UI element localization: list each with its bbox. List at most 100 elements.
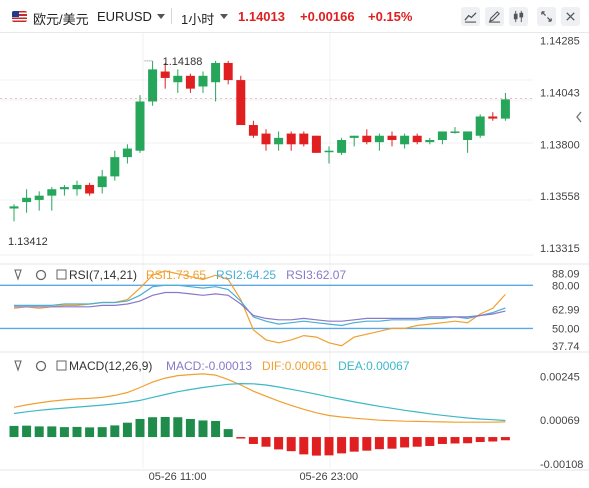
candle-body[interactable] bbox=[135, 101, 145, 151]
macd-histogram-bar bbox=[299, 437, 309, 455]
candle-body[interactable] bbox=[47, 189, 57, 196]
fullscreen-icon bbox=[541, 11, 552, 22]
macd-histogram-bar bbox=[97, 427, 107, 438]
macd-title: MACD(12,26,9) bbox=[69, 359, 152, 373]
candle-body[interactable] bbox=[349, 135, 359, 138]
candle-type-button[interactable] bbox=[509, 7, 528, 26]
fullscreen-button[interactable] bbox=[537, 7, 556, 26]
settings-gear-icon[interactable] bbox=[35, 360, 47, 372]
macd-histogram-bar bbox=[185, 418, 195, 438]
macd-histogram-bar bbox=[488, 437, 498, 442]
rsi-title: RSI(7,14,21) bbox=[69, 268, 137, 282]
candle-body[interactable] bbox=[261, 133, 271, 145]
candle-body[interactable] bbox=[9, 206, 19, 209]
macd-histogram-bar bbox=[362, 437, 372, 451]
candle-body[interactable] bbox=[425, 140, 435, 143]
candle-body[interactable] bbox=[274, 137, 284, 145]
rsi-axis-label: 50.00 bbox=[552, 323, 580, 335]
candle-body[interactable] bbox=[362, 135, 372, 143]
candle-body[interactable] bbox=[311, 135, 321, 153]
rsi-axis-label: 37.74 bbox=[552, 341, 580, 353]
candle-body[interactable] bbox=[160, 71, 170, 78]
macd-dea-line bbox=[13, 382, 506, 422]
candle-body[interactable] bbox=[299, 133, 309, 145]
collapse-panel-icon[interactable] bbox=[573, 105, 585, 129]
candle-body[interactable] bbox=[22, 197, 32, 203]
candle-body[interactable] bbox=[59, 187, 69, 190]
candle-body[interactable] bbox=[324, 150, 334, 153]
candle-body[interactable] bbox=[437, 131, 447, 141]
candle-body[interactable] bbox=[85, 184, 95, 194]
candle-body[interactable] bbox=[400, 135, 410, 145]
indicator-params-icon[interactable] bbox=[56, 269, 67, 280]
price-axis-label: 1.13558 bbox=[540, 191, 580, 203]
candle-body[interactable] bbox=[110, 157, 120, 177]
macd-axis-label: 0.00069 bbox=[540, 415, 580, 427]
price-axis-label: 1.13315 bbox=[540, 243, 580, 255]
candle-body[interactable] bbox=[236, 80, 246, 126]
candle-body[interactable] bbox=[72, 184, 82, 190]
candle-body[interactable] bbox=[185, 75, 195, 89]
macd-legend-name: MACD: bbox=[166, 359, 205, 373]
eye-icon[interactable] bbox=[14, 269, 22, 281]
rsi-series-rsi2 bbox=[14, 284, 506, 327]
macd-histogram-bar bbox=[337, 437, 347, 454]
candle-body[interactable] bbox=[475, 116, 485, 136]
macd-histogram-bar bbox=[324, 437, 334, 456]
symbol-code[interactable]: EURUSD bbox=[97, 9, 152, 24]
symbol-dropdown-icon[interactable] bbox=[157, 14, 165, 19]
rsi-legend-name: RSI2: bbox=[216, 268, 246, 282]
candle-body[interactable] bbox=[173, 75, 183, 83]
rsi-axis-label: 88.09 bbox=[552, 269, 580, 281]
macd-histogram-bar bbox=[9, 425, 19, 438]
rsi-series-rsi3 bbox=[14, 291, 506, 322]
interval-dropdown-icon[interactable] bbox=[220, 14, 228, 19]
macd-histogram-bar bbox=[412, 437, 422, 447]
candle-body[interactable] bbox=[488, 116, 498, 119]
candle-body[interactable] bbox=[97, 176, 107, 188]
candle-body[interactable] bbox=[286, 133, 296, 145]
candle-body[interactable] bbox=[211, 62, 221, 83]
candle-body[interactable] bbox=[34, 195, 44, 200]
macd-histogram-bar bbox=[500, 437, 510, 441]
macd-histogram-bar bbox=[374, 437, 384, 450]
draw-button[interactable] bbox=[485, 7, 504, 26]
time-axis-label: 05-26 23:00 bbox=[299, 471, 358, 483]
candle-body[interactable] bbox=[198, 75, 208, 87]
macd-legend-value: 0.00067 bbox=[366, 359, 410, 373]
price-change: +0.00166 bbox=[300, 9, 355, 24]
candle-body[interactable] bbox=[450, 131, 460, 133]
candle-body[interactable] bbox=[148, 69, 158, 102]
indicator-button[interactable] bbox=[461, 7, 480, 26]
macd-histogram-bar bbox=[437, 437, 447, 444]
indicator-params-icon[interactable] bbox=[56, 360, 67, 371]
eye-icon[interactable] bbox=[14, 360, 22, 372]
rsi-axis-label: 80.00 bbox=[552, 280, 580, 292]
macd-histogram-bar bbox=[122, 422, 132, 438]
candle-body[interactable] bbox=[387, 135, 397, 141]
candle-body[interactable] bbox=[223, 62, 233, 81]
candle-body[interactable] bbox=[500, 99, 510, 119]
symbol-name[interactable]: 欧元/美元 bbox=[33, 12, 89, 27]
interval-selector[interactable]: 1小时 bbox=[181, 12, 215, 27]
candle-body[interactable] bbox=[337, 140, 347, 153]
candle-body[interactable] bbox=[122, 148, 132, 158]
candle-body[interactable] bbox=[463, 131, 473, 141]
price-axis-label: 1.14285 bbox=[540, 35, 580, 47]
macd-histogram-bar bbox=[450, 437, 460, 444]
low-price-label: 1.13412 bbox=[8, 236, 48, 248]
close-icon bbox=[566, 12, 575, 21]
rsi-legend-name: RSI1: bbox=[146, 268, 176, 282]
settings-gear-icon[interactable] bbox=[35, 269, 47, 281]
macd-histogram-bar bbox=[173, 417, 183, 438]
candle-body[interactable] bbox=[248, 125, 258, 136]
macd-histogram-bar bbox=[248, 437, 258, 444]
price-axis-label: 1.13800 bbox=[540, 139, 580, 151]
divider bbox=[171, 8, 172, 24]
candle-body[interactable] bbox=[412, 135, 422, 143]
candle-body[interactable] bbox=[374, 135, 384, 143]
close-button[interactable] bbox=[561, 7, 580, 26]
macd-histogram-bar bbox=[110, 425, 120, 438]
macd-axis-label: 0.00245 bbox=[540, 371, 580, 383]
